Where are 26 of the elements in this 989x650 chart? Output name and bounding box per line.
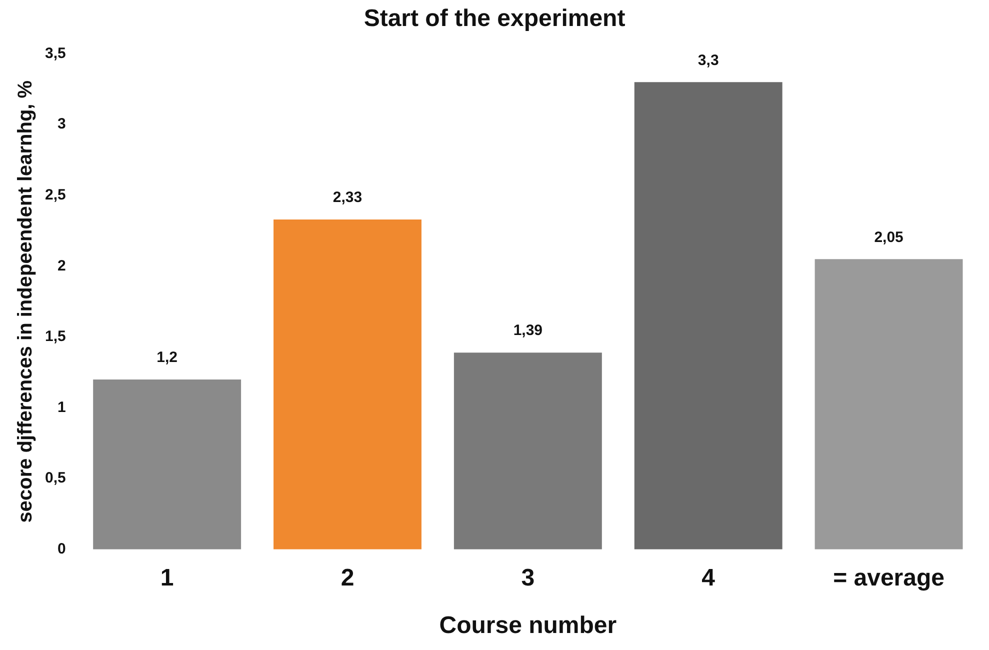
x-axis-title: Course number	[439, 612, 617, 640]
x-tick-label: 1	[160, 564, 174, 592]
y-tick-label: 0	[58, 540, 66, 558]
x-tick-label: 4	[702, 564, 716, 592]
y-tick-label: 0,5	[44, 470, 66, 487]
bar	[274, 219, 422, 550]
y-tick-label: 1	[58, 398, 66, 416]
chart-title: Start of the experiment	[364, 5, 626, 32]
y-tick-label: 2,5	[44, 186, 66, 204]
data-label: 2,05	[874, 228, 904, 246]
data-label: 1,39	[513, 322, 543, 340]
x-tick-label: 3	[521, 564, 535, 592]
bar	[634, 82, 782, 550]
x-tick-label: 2	[340, 564, 354, 592]
y-tick-label: 3	[58, 116, 66, 133]
data-label: 2,33	[332, 189, 362, 206]
data-label: 3,3	[698, 52, 719, 69]
data-label: 1,2	[156, 349, 178, 366]
bar	[93, 379, 242, 550]
y-tick-label: 1,5	[44, 328, 66, 346]
bar	[454, 352, 602, 550]
x-tick-label: = average	[833, 564, 944, 592]
y-axis-title: secore djfferences in indepeendent learnhg, %	[14, 80, 37, 523]
bar	[814, 259, 963, 550]
y-tick-label: 3,5	[44, 44, 66, 62]
y-tick-label: 2	[58, 257, 66, 274]
